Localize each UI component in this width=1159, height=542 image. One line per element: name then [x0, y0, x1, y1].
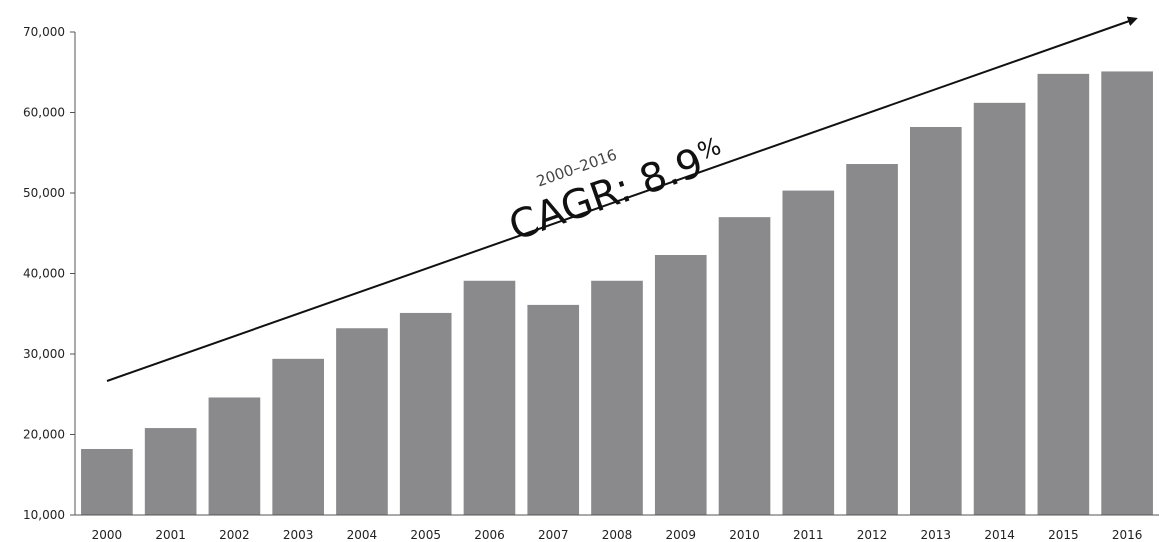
x-tick-label: 2001	[155, 528, 186, 542]
cagr-value-label: CAGR: 8.9%	[503, 132, 730, 250]
x-tick-label: 2002	[219, 528, 250, 542]
bar-2011	[782, 190, 835, 515]
bar-2003	[272, 358, 324, 515]
y-tick-label: 30,000	[23, 347, 65, 361]
y-axis: 10,000 20,000 30,000 40,000 50,000 60,000 70,0…	[23, 25, 76, 522]
x-tick-label: 2003	[283, 528, 314, 542]
y-tick-label: 20,000	[23, 428, 65, 442]
bar-2015	[1037, 73, 1090, 516]
x-tick-label: 2006	[474, 528, 505, 542]
bar-2016	[1101, 71, 1153, 515]
bar-2007	[527, 304, 580, 515]
x-axis: 2000 2001 2002 2003 2004 2005 2006 2007 2008 2009…	[75, 514, 1159, 542]
x-tick-label: 2010	[729, 528, 760, 542]
bar-2014	[973, 102, 1026, 515]
y-tick-label: 70,000	[23, 25, 65, 39]
x-tick-label: 2012	[857, 528, 888, 542]
x-tick-label: 2013	[921, 528, 952, 542]
bar-2013	[910, 126, 962, 516]
trend-arrow	[106, 16, 1138, 382]
x-tick-label: 2015	[1048, 528, 1079, 542]
bar-2009	[654, 254, 707, 516]
x-tick-label: 2005	[410, 528, 441, 542]
bar-2005	[399, 312, 452, 515]
y-tick-label: 50,000	[23, 186, 65, 200]
x-tick-label: 2011	[793, 528, 824, 542]
x-tick-label: 2000	[92, 528, 123, 542]
cagr-annotation: 2000–2016 CAGR: 8.9%	[503, 132, 730, 250]
x-tick-label: 2004	[347, 528, 378, 542]
x-tick-label: 2009	[665, 528, 696, 542]
y-tick-label: 40,000	[23, 267, 65, 281]
y-tick-label: 10,000	[23, 508, 65, 522]
x-tick-label: 2014	[984, 528, 1015, 542]
bar-2004	[336, 328, 388, 515]
bar-2010	[718, 217, 771, 515]
bar-2012	[846, 164, 898, 515]
bar-2002	[208, 397, 261, 515]
bars-group	[81, 71, 1153, 516]
x-tick-label: 2007	[538, 528, 569, 542]
x-tick-label: 2016	[1112, 528, 1143, 542]
bar-2000	[81, 448, 133, 515]
bar-2008	[591, 280, 643, 515]
x-tick-label: 2008	[602, 528, 633, 542]
y-tick-label: 60,000	[23, 106, 65, 120]
bar-2006	[463, 280, 516, 515]
bar-2001	[144, 428, 197, 515]
